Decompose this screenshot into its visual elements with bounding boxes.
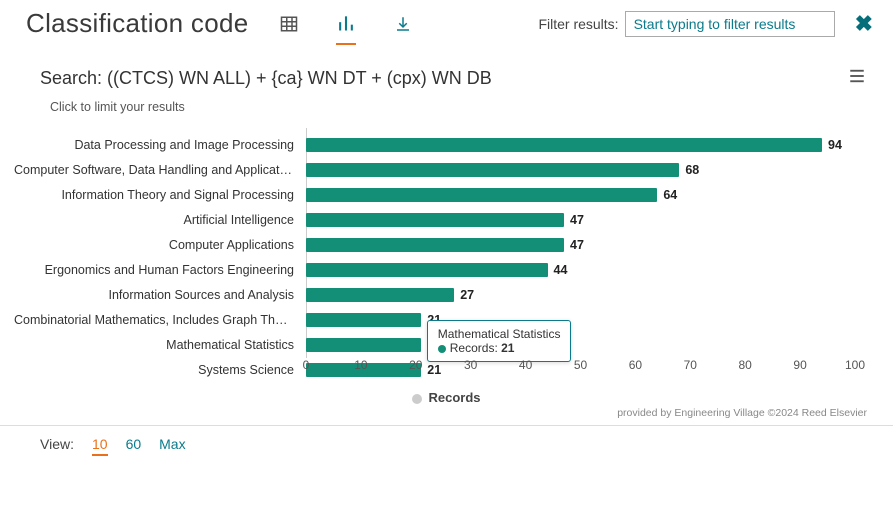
- bar-value: 47: [570, 238, 584, 252]
- x-tick: 80: [739, 358, 752, 372]
- chart-legend[interactable]: Records: [0, 390, 893, 405]
- tooltip-metric-value: 21: [501, 341, 514, 355]
- table-view-icon[interactable]: [280, 15, 298, 33]
- category-label: Combinatorial Mathematics, Includes Grap…: [14, 313, 294, 327]
- bar-value: 64: [663, 188, 677, 202]
- category-label: Data Processing and Image Processing: [14, 138, 294, 152]
- tooltip-metric-label: Records:: [450, 341, 501, 355]
- legend-dot-icon: [412, 394, 422, 404]
- bar[interactable]: [306, 288, 454, 302]
- bar[interactable]: [306, 188, 657, 202]
- x-tick: 50: [574, 358, 587, 372]
- limit-hint: Click to limit your results: [0, 92, 893, 124]
- bar[interactable]: [306, 138, 822, 152]
- download-icon[interactable]: [394, 15, 412, 33]
- bar-value: 44: [554, 263, 568, 277]
- bar-row[interactable]: Mathematical Statistics21: [306, 332, 855, 357]
- category-label: Computer Applications: [14, 238, 294, 252]
- view-mode-icons: [280, 13, 412, 35]
- category-label: Systems Science: [14, 363, 294, 377]
- x-tick: 30: [464, 358, 477, 372]
- x-tick: 70: [684, 358, 697, 372]
- category-label: Information Sources and Analysis: [14, 288, 294, 302]
- bar[interactable]: [306, 263, 548, 277]
- bar-row[interactable]: Information Theory and Signal Processing…: [306, 182, 855, 207]
- view-row: View: 1060Max: [0, 426, 893, 452]
- bar[interactable]: [306, 313, 421, 327]
- bar-value: 47: [570, 213, 584, 227]
- legend-label: Records: [428, 390, 480, 405]
- bar[interactable]: [306, 163, 679, 177]
- bar-row[interactable]: Ergonomics and Human Factors Engineering…: [306, 257, 855, 282]
- x-axis: 0102030405060708090100: [306, 358, 855, 378]
- bar-row[interactable]: Combinatorial Mathematics, Includes Grap…: [306, 307, 855, 332]
- x-tick: 0: [303, 358, 310, 372]
- bar-value: 94: [828, 138, 842, 152]
- category-label: Ergonomics and Human Factors Engineering: [14, 263, 294, 277]
- credit-text: provided by Engineering Village ©2024 Re…: [0, 405, 893, 419]
- bar[interactable]: [306, 238, 564, 252]
- bar-row[interactable]: Artificial Intelligence47: [306, 207, 855, 232]
- category-label: Information Theory and Signal Processing: [14, 188, 294, 202]
- x-tick: 40: [519, 358, 532, 372]
- bar-value: 27: [460, 288, 474, 302]
- bar-row[interactable]: Computer Software, Data Handling and App…: [306, 157, 855, 182]
- bar-row[interactable]: Information Sources and Analysis27: [306, 282, 855, 307]
- classification-chart: Data Processing and Image Processing94Co…: [22, 128, 867, 388]
- filter-input[interactable]: [625, 11, 835, 37]
- view-label: View:: [40, 436, 74, 452]
- tooltip-title: Mathematical Statistics: [438, 327, 561, 341]
- category-label: Mathematical Statistics: [14, 338, 294, 352]
- bar-value: 68: [685, 163, 699, 177]
- tooltip-dot-icon: [438, 345, 446, 353]
- x-tick: 90: [793, 358, 806, 372]
- view-option-10[interactable]: 10: [92, 436, 108, 456]
- view-option-max[interactable]: Max: [159, 436, 185, 452]
- x-tick: 20: [409, 358, 422, 372]
- x-tick: 60: [629, 358, 642, 372]
- x-tick: 100: [845, 358, 865, 372]
- header-bar: Classification code Filter results: ✖: [0, 0, 893, 39]
- subheader: Search: ((CTCS) WN ALL) + {ca} WN DT + (…: [0, 39, 893, 92]
- page-title: Classification code: [26, 8, 248, 39]
- chart-tooltip: Mathematical StatisticsRecords: 21: [427, 320, 572, 362]
- view-option-60[interactable]: 60: [126, 436, 142, 452]
- filter-group: Filter results: ✖: [538, 11, 873, 37]
- chart-menu-icon[interactable]: [847, 67, 867, 90]
- category-label: Artificial Intelligence: [14, 213, 294, 227]
- category-label: Computer Software, Data Handling and App…: [14, 163, 294, 177]
- filter-label: Filter results:: [538, 16, 618, 32]
- bar[interactable]: [306, 338, 421, 352]
- bar-row[interactable]: Data Processing and Image Processing94: [306, 132, 855, 157]
- bar-chart-view-icon[interactable]: [336, 13, 356, 45]
- bar-row[interactable]: Computer Applications47: [306, 232, 855, 257]
- bar[interactable]: [306, 213, 564, 227]
- search-query: Search: ((CTCS) WN ALL) + {ca} WN DT + (…: [40, 68, 492, 89]
- x-tick: 10: [354, 358, 367, 372]
- bar-area: Data Processing and Image Processing94Co…: [306, 128, 855, 358]
- close-icon[interactable]: ✖: [855, 11, 873, 37]
